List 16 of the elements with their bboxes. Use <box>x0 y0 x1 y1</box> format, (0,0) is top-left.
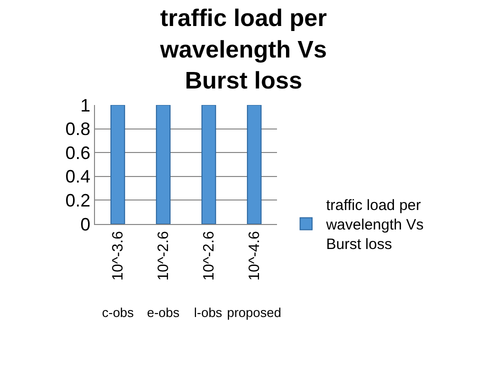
text: c-obs <box>102 305 134 320</box>
text: e-obs <box>147 305 180 320</box>
x-tick-label: 10^-2.6 <box>155 231 172 281</box>
y-tick-label: 0 <box>80 214 90 234</box>
x-tick-label: 10^-3.6 <box>110 231 127 281</box>
text: proposed <box>227 305 282 320</box>
y-tick-label: 0.8 <box>65 119 90 140</box>
x-tick-label: 10^-4.6 <box>246 231 264 281</box>
y-tick-label: 0.4 <box>65 166 90 187</box>
y-tick-label: 0.2 <box>65 190 90 210</box>
x-tick-label: 10^-2.6 <box>200 231 218 281</box>
legend-label: traffic load per wavelength Vs Burst loss <box>325 197 424 254</box>
y-tick-label: 1 <box>80 95 90 116</box>
chart-title: traffic load per wavelength Vs Burst loss <box>159 5 327 95</box>
text: l-obs <box>194 305 223 320</box>
y-tick-label: 0.6 <box>65 142 90 163</box>
